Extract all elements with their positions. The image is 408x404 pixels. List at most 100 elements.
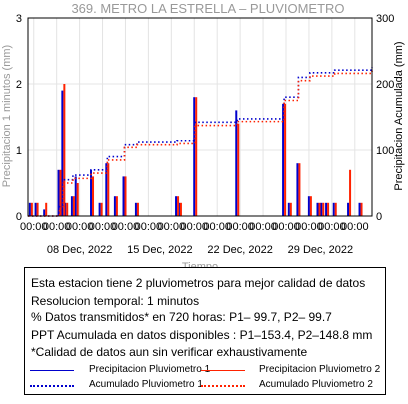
legend-swatch-p1 — [30, 370, 74, 371]
precip-bar-p2 — [45, 202, 48, 216]
legend-swatch-acum1 — [30, 385, 74, 387]
precip-bar-p2 — [76, 183, 79, 216]
precip-bar-p2 — [100, 202, 103, 216]
info-box: Esta estacion tiene 2 pluviometros para … — [24, 267, 386, 395]
x-tick-date-label: 15 Dec, 2022 — [127, 244, 192, 256]
info-line-quality: *Calidad de datos aun sin verificar exha… — [31, 345, 308, 359]
x-tick-time-label: 00:00 — [203, 221, 231, 233]
x-tick-time-label: 00:00 — [112, 221, 140, 233]
precip-bar-p1 — [358, 202, 361, 216]
precip-bar-p1 — [325, 202, 328, 216]
precip-bar-p1 — [332, 202, 335, 216]
precip-bar-p2 — [66, 202, 69, 216]
x-tick-time-label: 00:00 — [135, 221, 163, 233]
grid-layer — [28, 17, 372, 217]
precip-bar-p1 — [287, 202, 290, 216]
legend-swatch-p2 — [201, 370, 245, 371]
info-line-accumulated: PPT Acumulada en datos disponibles : P1–… — [31, 328, 373, 342]
precip-bar-p2 — [289, 202, 292, 216]
precip-bar-p1 — [113, 196, 116, 216]
precip-bar-p1 — [105, 163, 108, 216]
x-tick-date-label: 08 Dec, 2022 — [47, 244, 112, 256]
y-tick-left-label: 3 — [16, 13, 22, 25]
x-tick-time-label: 00:00 — [181, 221, 209, 233]
x-tick-time-label: 00:00 — [158, 221, 186, 233]
x-tick-time-label: 00:00 — [20, 221, 48, 233]
precip-bar-p2 — [322, 202, 325, 216]
precip-bar-p1 — [235, 110, 238, 216]
info-line-resolution: Resolucion temporal: 1 minutos — [31, 294, 200, 308]
precip-bar-p2 — [177, 196, 180, 216]
precip-bar-p1 — [316, 202, 319, 216]
y-tick-right-label: 0 — [376, 211, 382, 223]
x-tick-time-label: 00:00 — [249, 221, 277, 233]
precip-bar-p2 — [30, 202, 33, 216]
precip-bar-p2 — [107, 163, 110, 216]
legend-swatch-acum2 — [201, 385, 245, 387]
x-tick-date-label: 22 Dec, 2022 — [207, 244, 272, 256]
precip-bar-p1 — [320, 202, 323, 216]
y-tick-left-label: 0 — [16, 211, 22, 223]
ticks-layer: 0123010020030000:0000:0000:0000:0000:000… — [16, 13, 394, 256]
precip-bar-p2 — [309, 196, 312, 216]
y-axis-right-label: Precipitacion Acumulada (mm) — [393, 41, 405, 190]
precip-bar-p1 — [175, 196, 178, 216]
precip-bar-p2 — [327, 202, 330, 216]
precip-bar-p1 — [296, 163, 299, 216]
precip-bar-p2 — [318, 202, 321, 216]
precip-bar-p2 — [195, 97, 198, 216]
precip-bar-p2 — [360, 202, 363, 216]
x-tick-time-label: 00:00 — [66, 221, 94, 233]
precip-bar-p2 — [36, 202, 39, 216]
precip-bar-p1 — [98, 202, 101, 216]
x-tick-time-label: 00:00 — [89, 221, 117, 233]
precip-bar-p1 — [347, 202, 350, 216]
x-tick-time-label: 00:00 — [272, 221, 300, 233]
precip-bar-p2 — [349, 169, 352, 216]
y-tick-left-label: 2 — [16, 79, 22, 91]
x-tick-time-label: 00:00 — [226, 221, 254, 233]
precip-bar-p2 — [115, 196, 118, 216]
info-line-transmitted: % Datos transmitidos* en 720 horas: P1– … — [31, 310, 332, 324]
info-line-stations: Esta estacion tiene 2 pluviometros para … — [31, 276, 366, 290]
precip-bar-p1 — [70, 196, 73, 216]
precip-bar-p2 — [136, 202, 139, 216]
x-tick-time-label: 00:00 — [43, 221, 71, 233]
y-tick-right-label: 300 — [376, 13, 394, 25]
y-tick-right-label: 200 — [376, 79, 394, 91]
precip-bar-p1 — [43, 209, 46, 216]
chart-title: 369. METRO LA ESTRELLA – PLUVIOMETRO — [71, 1, 344, 16]
rainfall-chart: 369. METRO LA ESTRELLA – PLUVIOMETRO Pre… — [1, 1, 405, 270]
precip-bar-p1 — [74, 176, 77, 216]
precip-bar-p2 — [237, 123, 240, 216]
precip-bar-p2 — [59, 169, 62, 216]
x-tick-date-label: 29 Dec, 2022 — [288, 244, 353, 256]
precip-bar-p2 — [334, 202, 337, 216]
precip-bar-p1 — [122, 176, 125, 216]
precip-bar-p1 — [193, 97, 196, 216]
precip-bar-p1 — [57, 169, 60, 216]
legend-label-acum2: Acumulado Pluviometro 2 — [259, 379, 373, 390]
legend-label-p2: Precipitacion Pluviometro 2 — [259, 364, 381, 375]
precip-bar-p1 — [307, 196, 310, 216]
y-tick-right-label: 100 — [376, 145, 394, 157]
precip-bar-p1 — [34, 202, 37, 216]
precip-bar-p1 — [90, 169, 93, 216]
bars-layer — [28, 84, 363, 216]
precip-bar-p2 — [92, 176, 95, 216]
x-tick-time-label: 00:00 — [318, 221, 346, 233]
axes-layer — [27, 17, 373, 217]
precip-bar-p2 — [72, 196, 75, 216]
legend-label-acum1: Acumulado Pluviometro 1 — [89, 379, 203, 390]
precip-bar-p2 — [284, 103, 287, 216]
precip-bar-p2 — [298, 163, 301, 216]
legend-label-p1: Precipitacion Pluviometro 1 — [89, 364, 211, 375]
precip-bar-p1 — [134, 202, 137, 216]
plot-frame — [27, 17, 373, 217]
precip-bar-p2 — [179, 202, 182, 216]
precip-bar-p2 — [63, 84, 66, 216]
x-tick-time-label: 00:00 — [295, 221, 323, 233]
cumulative-layer — [28, 67, 373, 217]
x-axis-label: Tiempo — [182, 261, 218, 270]
precip-bar-p1 — [282, 103, 285, 216]
